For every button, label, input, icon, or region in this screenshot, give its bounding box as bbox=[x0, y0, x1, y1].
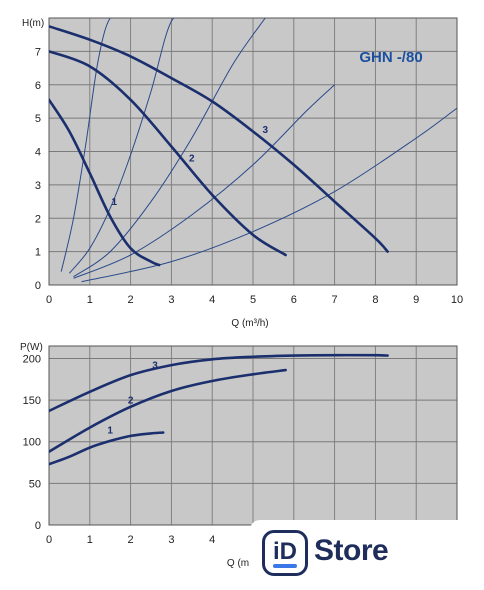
speed-curve-3 bbox=[49, 25, 389, 253]
curve-label-2: 2 bbox=[189, 154, 195, 165]
x-tick-label: 0 bbox=[46, 294, 52, 306]
speed-curve-2 bbox=[49, 368, 287, 453]
x-tick-label: 10 bbox=[451, 294, 463, 306]
x-tick-label: 4 bbox=[209, 534, 215, 546]
speed-curve-1 bbox=[49, 431, 165, 466]
curve-label-3: 3 bbox=[262, 125, 268, 136]
y-tick-label: 2 bbox=[35, 213, 41, 225]
idstore-logo-icon: iD bbox=[262, 530, 308, 576]
x-axis-title: Q (m³/h) bbox=[231, 318, 268, 329]
watermark-brand-text: Store bbox=[314, 534, 389, 567]
y-tick-label: 50 bbox=[29, 478, 41, 490]
x-tick-label: 8 bbox=[372, 294, 378, 306]
y-tick-label: 7 bbox=[35, 46, 41, 58]
head-flow-chart: 1 2 3 0 1 2 3 4 5 6 7 8 9 10 0 1 2 3 4 5 6 7 H(m) Q (m³/h) GHN -… bbox=[22, 17, 463, 329]
x-tick-label: 1 bbox=[87, 294, 93, 306]
curve-label-2: 2 bbox=[128, 395, 134, 406]
curve-label-1: 1 bbox=[111, 197, 117, 208]
plot-border bbox=[48, 17, 458, 286]
speed-curve-2 bbox=[49, 50, 287, 257]
x-tick-label: 7 bbox=[332, 294, 338, 306]
curve-label-3: 3 bbox=[152, 360, 158, 371]
y-tick-label: 200 bbox=[23, 353, 41, 365]
speed-curve-3 bbox=[49, 353, 389, 413]
x-tick-label: 0 bbox=[46, 534, 52, 546]
x-tick-label: 2 bbox=[128, 294, 134, 306]
x-tick-label: 2 bbox=[128, 534, 134, 546]
x-tick-label: 1 bbox=[87, 534, 93, 546]
system-resistance-curve bbox=[73, 84, 335, 279]
y-tick-label: 1 bbox=[35, 247, 41, 259]
x-axis-title: Q (m bbox=[227, 558, 249, 569]
system-resistance-curve bbox=[69, 18, 192, 274]
y-tick-label: 4 bbox=[35, 147, 41, 159]
x-tick-label: 6 bbox=[291, 294, 297, 306]
watermark: iD Store bbox=[250, 520, 484, 590]
chart-title: GHN -/80 bbox=[359, 49, 422, 66]
watermark-logo-text: iD bbox=[273, 538, 297, 565]
system-resistance-curve bbox=[60, 18, 127, 272]
x-tick-label: 5 bbox=[250, 294, 256, 306]
y-axis-title: P(W) bbox=[20, 342, 43, 353]
y-tick-label: 5 bbox=[35, 113, 41, 125]
y-tick-label: 100 bbox=[23, 437, 41, 449]
speed-curve-1 bbox=[49, 98, 161, 267]
y-tick-label: 0 bbox=[35, 280, 41, 292]
curve-label-1: 1 bbox=[107, 425, 113, 436]
x-tick-label: 3 bbox=[168, 534, 174, 546]
y-tick-label: 150 bbox=[23, 395, 41, 407]
system-resistance-curve bbox=[73, 18, 266, 278]
y-axis-title: H(m) bbox=[22, 18, 44, 29]
y-tick-label: 0 bbox=[35, 520, 41, 532]
y-tick-label: 6 bbox=[35, 80, 41, 92]
power-flow-chart: 123012345050100150200P(W)Q (m bbox=[20, 342, 458, 569]
x-tick-label: 9 bbox=[413, 294, 419, 306]
watermark-logo-underline bbox=[273, 564, 297, 568]
x-tick-label: 4 bbox=[209, 294, 215, 306]
y-tick-label: 3 bbox=[35, 180, 41, 192]
x-tick-label: 3 bbox=[168, 294, 174, 306]
